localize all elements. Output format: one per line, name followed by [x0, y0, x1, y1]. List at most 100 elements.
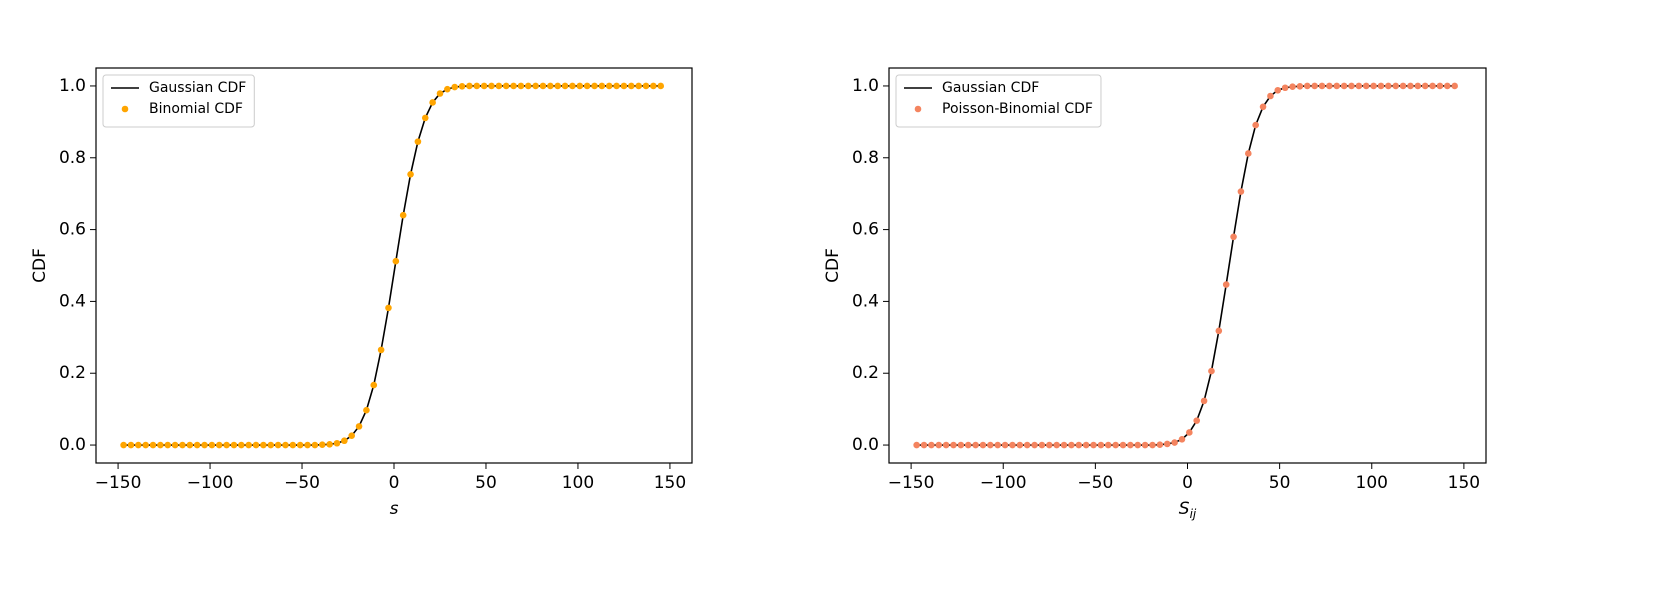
- cdf-point: [495, 82, 503, 90]
- cdf-point: [274, 441, 282, 449]
- cdf-point: [524, 82, 532, 90]
- cdf-point: [399, 211, 407, 219]
- axes-frame: [95, 67, 693, 464]
- cdf-point: [252, 441, 260, 449]
- cdf-point: [1451, 82, 1458, 90]
- x-tick-label: −100: [187, 473, 234, 493]
- legend-label: Poisson-Binomial CDF: [942, 101, 1093, 117]
- cdf-line: [916, 85, 1455, 446]
- cdf-point: [1156, 441, 1164, 448]
- y-tick-label: 0.0: [59, 435, 86, 455]
- cdf-point: [230, 441, 238, 449]
- cdf-point: [135, 441, 142, 449]
- cdf-point: [348, 432, 355, 440]
- cdf-point: [223, 441, 230, 449]
- cdf-point: [260, 441, 267, 449]
- cdf-point: [392, 257, 400, 265]
- x-tick-label: 150: [1448, 473, 1480, 493]
- cdf-point: [370, 381, 378, 389]
- cdf-point: [1230, 233, 1237, 241]
- cdf-point: [480, 82, 488, 90]
- cdf-point: [972, 441, 979, 449]
- cdf-point: [1090, 441, 1097, 449]
- cdf-point: [1303, 82, 1311, 90]
- legend-label: Gaussian CDF: [149, 80, 246, 96]
- cdf-point: [1178, 436, 1186, 443]
- cdf-point: [1023, 441, 1031, 449]
- plot-area: [913, 82, 1458, 449]
- cdf-point: [1355, 82, 1363, 90]
- cdf-point: [164, 441, 172, 449]
- cdf-point: [1421, 82, 1429, 90]
- cdf-point: [942, 441, 950, 449]
- cdf-point: [1200, 397, 1208, 405]
- x-tick-label: 100: [1356, 473, 1388, 493]
- cdf-point: [554, 82, 562, 90]
- y-axis-label: CDF: [30, 248, 50, 283]
- legend-swatch: [121, 105, 129, 113]
- x-tick-label: −150: [888, 473, 935, 493]
- cdf-point: [429, 99, 436, 106]
- cdf-point: [1340, 82, 1348, 90]
- cdf-point: [979, 441, 987, 449]
- cdf-point: [1112, 441, 1119, 449]
- cdf-point: [510, 82, 517, 90]
- x-tick-label: 0: [389, 473, 400, 493]
- cdf-point: [1348, 82, 1355, 90]
- cdf-point: [1149, 441, 1156, 449]
- cdf-point: [1289, 83, 1296, 90]
- cdf-point: [171, 441, 179, 449]
- subplot: −150 −100 −50 0 50 100 150 0.0 0.2 0.4 0.6 0.8 1.0 s C…: [30, 67, 693, 519]
- y-axis-label: CDF: [823, 248, 843, 283]
- cdf-point: [1053, 441, 1060, 449]
- cdf-point: [318, 441, 326, 448]
- cdf-point: [502, 82, 510, 90]
- cdf-point: [179, 441, 186, 449]
- x-axis-label-sub: ij: [1190, 507, 1197, 521]
- cdf-point: [950, 441, 957, 449]
- cdf-point: [407, 170, 414, 178]
- cdf-point: [363, 406, 370, 414]
- cdf-point: [1186, 429, 1193, 436]
- cdf-point: [1046, 441, 1053, 449]
- cdf-point: [215, 441, 223, 449]
- cdf-point: [282, 441, 289, 449]
- cdf-point: [186, 441, 194, 449]
- x-tick-label: −50: [284, 473, 320, 493]
- cdf-point: [987, 441, 994, 449]
- cdf-point: [458, 83, 466, 90]
- cdf-point: [650, 82, 657, 90]
- cdf-point: [591, 82, 598, 90]
- cdf-point: [385, 304, 392, 312]
- legend-label: Gaussian CDF: [942, 80, 1039, 96]
- cdf-point: [1082, 441, 1090, 449]
- y-tick-label: 0.6: [852, 220, 879, 240]
- cdf-point: [627, 82, 635, 90]
- cdf-point: [193, 441, 201, 449]
- x-tick-label: 50: [1269, 473, 1291, 493]
- cdf-point: [1362, 82, 1370, 90]
- cdf-point: [1385, 82, 1392, 90]
- x-tick-label: −50: [1077, 473, 1113, 493]
- cdf-point: [1377, 82, 1385, 90]
- cdf-point: [1237, 188, 1245, 195]
- y-tick-label: 1.0: [852, 76, 879, 96]
- cdf-point: [1068, 441, 1075, 449]
- cdf-point: [296, 441, 304, 449]
- y-tick-label: 0.2: [852, 363, 879, 383]
- x-tick-label: 150: [654, 473, 686, 493]
- cdf-point: [245, 441, 252, 449]
- cdf-point: [488, 82, 495, 90]
- y-tick-label: 0.0: [852, 435, 879, 455]
- cdf-point: [1038, 441, 1046, 449]
- cdf-line: [123, 85, 661, 446]
- cdf-point: [957, 441, 965, 449]
- cdf-point: [1274, 86, 1282, 94]
- subplot: −150 −100 −50 0 50 100 150 0.0 0.2 0.4 0.6 0.8 1.0 Si…: [823, 67, 1487, 521]
- cdf-point: [473, 82, 481, 90]
- cdf-point: [620, 82, 628, 90]
- cdf-point: [1414, 82, 1422, 90]
- cdf-point: [598, 82, 606, 90]
- cdf-point: [120, 441, 127, 449]
- cdf-point: [414, 138, 422, 145]
